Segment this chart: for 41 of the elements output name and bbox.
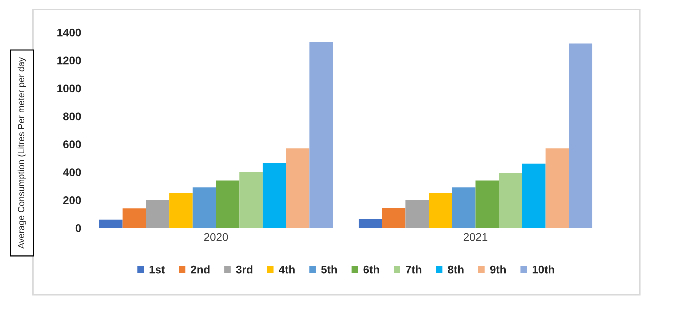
legend-label: 4th bbox=[279, 266, 295, 274]
y-tick-label: 0 bbox=[76, 224, 82, 232]
y-tick-label: 800 bbox=[63, 112, 82, 121]
bar bbox=[476, 180, 500, 228]
legend-label: 6th bbox=[364, 266, 380, 274]
bar bbox=[216, 180, 240, 228]
legend-label: 1st bbox=[150, 266, 166, 274]
bar bbox=[192, 188, 216, 228]
bar bbox=[546, 148, 570, 228]
bar bbox=[358, 219, 382, 228]
legend-label: 10th bbox=[532, 266, 554, 274]
bar bbox=[286, 148, 310, 228]
bar bbox=[310, 42, 334, 228]
legend-label: 7th bbox=[406, 266, 422, 274]
legend-label: 9th bbox=[490, 266, 506, 274]
y-tick-label: 1400 bbox=[58, 28, 82, 37]
y-tick-label: 1200 bbox=[58, 56, 82, 65]
bar bbox=[240, 172, 263, 228]
bar bbox=[522, 164, 546, 228]
x-tick-label: 2020 bbox=[204, 233, 228, 242]
bar bbox=[452, 188, 476, 228]
legend-label: 8th bbox=[448, 266, 464, 274]
bar bbox=[170, 193, 193, 228]
y-tick-label: 1000 bbox=[58, 84, 82, 93]
legend-label: 5th bbox=[321, 266, 338, 274]
bar bbox=[499, 173, 522, 228]
bar bbox=[122, 208, 146, 228]
x-tick-label: 2021 bbox=[464, 233, 488, 242]
legend-label: 2nd bbox=[191, 266, 210, 274]
y-axis-title: Average Consumption (Litres Per meter per day bbox=[18, 57, 26, 249]
bar bbox=[569, 44, 593, 228]
legend-label: 3rd bbox=[236, 266, 253, 274]
bar bbox=[99, 220, 123, 228]
y-tick-label: 200 bbox=[63, 196, 82, 204]
bar bbox=[429, 193, 452, 228]
y-tick-label: 400 bbox=[63, 168, 82, 176]
bar bbox=[382, 208, 406, 228]
bar bbox=[406, 200, 430, 228]
bar bbox=[262, 163, 286, 228]
bar bbox=[146, 200, 170, 228]
y-tick-label: 600 bbox=[64, 140, 82, 149]
